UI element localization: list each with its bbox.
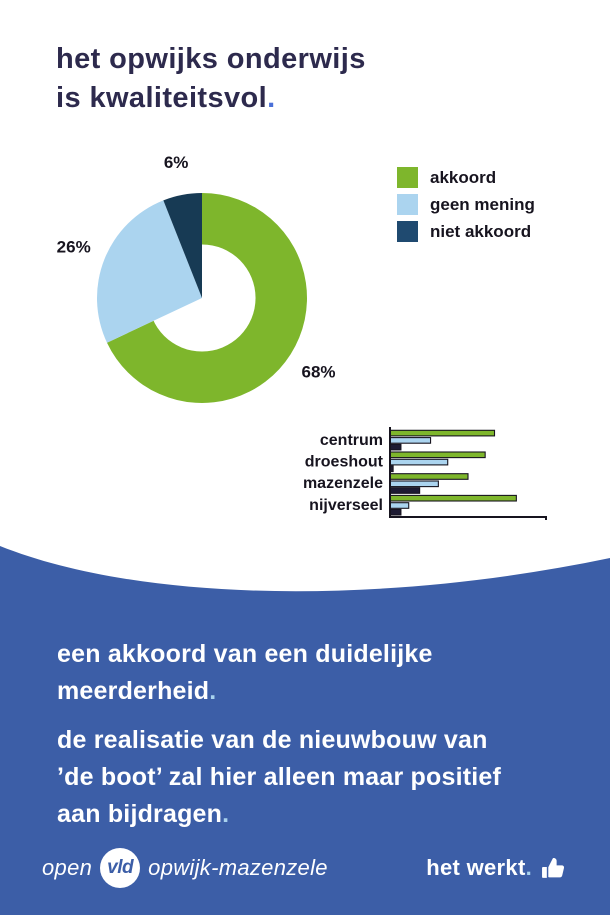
donut-value-label: 68% bbox=[302, 362, 336, 381]
panel-curve-shape bbox=[0, 546, 610, 915]
bar-centrum-geen-mening bbox=[389, 437, 432, 444]
bar-chart: centrum droeshout mazenzele nijverseel bbox=[303, 427, 547, 520]
donut-slice-niet-akkoord bbox=[163, 193, 202, 298]
legend-item-niet-akkoord: niet akkoord bbox=[397, 221, 535, 242]
legend-swatch-green-icon bbox=[397, 167, 418, 188]
statement-line: ’de boot’ zal hier alleen maar positief bbox=[57, 763, 502, 791]
statement-line: een akkoord van een duidelijke bbox=[57, 640, 433, 668]
bar-nijverseel-akkoord bbox=[389, 494, 517, 502]
chart-legend: akkoord geen mening niet akkoord bbox=[397, 167, 535, 248]
bar-mazenzele-geen-mening bbox=[389, 480, 439, 488]
bar-droeshout-akkoord bbox=[389, 451, 486, 459]
bar-droeshout-geen-mening bbox=[389, 458, 449, 466]
bar-centrum-akkoord bbox=[389, 429, 496, 437]
bar-mazenzele-akkoord bbox=[389, 473, 469, 480]
blue-curved-panel bbox=[0, 546, 610, 915]
party-prefix-label: open bbox=[42, 855, 93, 880]
donut-value-label: 26% bbox=[57, 238, 91, 257]
vld-logo-icon: vld bbox=[100, 848, 141, 888]
bar-mazenzele-niet-akkoord bbox=[389, 487, 421, 494]
legend-label: akkoord bbox=[430, 168, 497, 187]
legend-swatch-navy-icon bbox=[397, 221, 418, 242]
legend-item-geen-mening: geen mening bbox=[397, 194, 535, 215]
bar-chart-axes bbox=[389, 427, 547, 520]
bar-category-label-mazenzele: mazenzele bbox=[303, 475, 383, 492]
title-period: . bbox=[267, 82, 276, 114]
bar-nijverseel-geen-mening bbox=[389, 502, 410, 509]
slogan-label: het werkt bbox=[426, 855, 526, 880]
slogan-block: het werkt. bbox=[426, 845, 566, 891]
donut-slice-geen-mening bbox=[96, 200, 202, 343]
party-suffix-label: opwijk-mazenzele bbox=[148, 855, 328, 880]
bar-centrum-niet-akkoord bbox=[389, 443, 402, 451]
thumbs-up-icon bbox=[542, 857, 565, 878]
donut-value-label: 6% bbox=[164, 153, 189, 172]
statement-period: . bbox=[209, 677, 217, 705]
statement-line: meerderheid. bbox=[57, 677, 217, 705]
party-logo: open vld opwijk-mazenzele bbox=[42, 845, 328, 891]
statement-block: een akkoord van een duidelijke meerderhe… bbox=[57, 636, 577, 833]
statement-line: aan bijdragen. bbox=[57, 800, 230, 828]
bar-category-label-nijverseel: nijverseel bbox=[309, 497, 383, 514]
bar-category-label-droeshout: droeshout bbox=[305, 454, 384, 471]
title-line1: het opwijks onderwijs bbox=[56, 43, 366, 75]
bar-category-label-centrum: centrum bbox=[320, 432, 383, 449]
title-line2: is kwaliteitsvol bbox=[56, 82, 268, 114]
statement-paragraph-2: de realisatie van de nieuwbouw van ’de b… bbox=[57, 722, 577, 833]
statement-period: . bbox=[222, 800, 230, 828]
legend-label: niet akkoord bbox=[430, 222, 532, 241]
legend-label: geen mening bbox=[430, 195, 535, 214]
statement-paragraph-1: een akkoord van een duidelijke meerderhe… bbox=[57, 636, 577, 710]
bar-nijverseel-niet-akkoord bbox=[389, 508, 402, 516]
donut-chart: 68% 26% 6% bbox=[57, 153, 336, 403]
statement-line: de realisatie van de nieuwbouw van bbox=[57, 726, 488, 754]
page-title: het opwijks onderwijs is kwaliteitsvol. bbox=[56, 40, 366, 118]
legend-swatch-lightblue-icon bbox=[397, 194, 418, 215]
legend-item-akkoord: akkoord bbox=[397, 167, 535, 188]
slogan-period: . bbox=[525, 855, 532, 880]
